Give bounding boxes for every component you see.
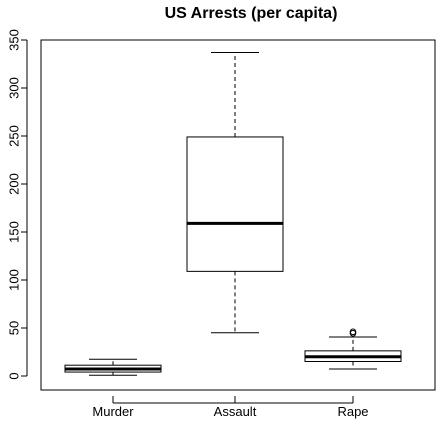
y-tick-label: 300 [6, 77, 21, 99]
outlier-point [349, 328, 357, 336]
y-tick-label: 200 [6, 173, 21, 195]
y-tick-label: 250 [6, 125, 21, 147]
plot-frame [40, 39, 436, 391]
box-assault [186, 51, 284, 334]
x-tick-label: Rape [337, 404, 368, 419]
boxes-group [64, 51, 402, 376]
y-tick-label: 0 [6, 372, 21, 379]
x-axis: Murder Assault Rape [92, 396, 369, 419]
box-murder [64, 358, 162, 376]
y-tick-label: 100 [6, 269, 21, 291]
box-iqr [186, 136, 284, 272]
y-tick-label: 50 [6, 321, 21, 335]
x-tick-label: Murder [92, 404, 134, 419]
y-tick-label: 150 [6, 221, 21, 243]
box-rape [304, 328, 402, 370]
y-tick-label: 350 [6, 29, 21, 51]
x-tick-label: Assault [214, 404, 257, 419]
y-axis: 0 50 100 150 200 250 300 350 [6, 29, 28, 380]
chart-title: US Arrests (per capita) [165, 5, 338, 22]
